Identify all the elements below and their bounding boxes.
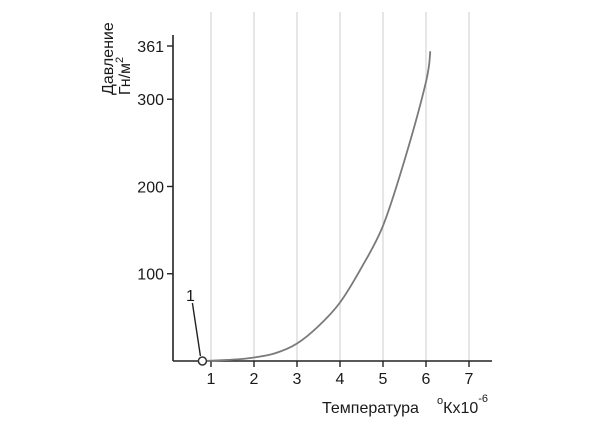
x-axis-unit-body: Кх10 xyxy=(443,400,478,417)
y-axis-title: Давление xyxy=(100,22,117,95)
x-tick-label-3: 3 xyxy=(293,371,302,388)
y-axis-unit: Гн/м2 xyxy=(114,57,134,95)
x-axis-unit-exponent: -6 xyxy=(478,393,488,405)
x-axis-title: Температура xyxy=(322,400,419,417)
x-tick-label-1: 1 xyxy=(207,371,216,388)
grid-lines xyxy=(210,12,470,361)
x-tick-label-5: 5 xyxy=(379,371,388,388)
y-axis-title-line2: Гн/м2 xyxy=(114,57,134,95)
annotation-leader-1 xyxy=(191,302,202,357)
annotations: 1 xyxy=(186,288,208,366)
series xyxy=(202,51,432,362)
series-line-0 xyxy=(202,51,432,362)
y-axis-unit-base: Гн/м xyxy=(117,63,134,95)
x-tick-label-2: 2 xyxy=(250,371,259,388)
y-axis-unit-exponent: 2 xyxy=(114,57,126,63)
x-tick-label-6: 6 xyxy=(422,371,431,388)
axes xyxy=(172,35,492,362)
annotation-marker-1 xyxy=(197,356,208,366)
y-tick-label-200: 200 xyxy=(137,179,164,196)
y-tick-label-100: 100 xyxy=(137,267,164,284)
x-tick-label-4: 4 xyxy=(336,371,345,388)
x-axis-unit: oКх10-6 xyxy=(437,393,488,417)
x-axis-unit-degree: o xyxy=(437,395,443,407)
y-tick-label-361: 361 xyxy=(137,39,164,56)
ticks: 1 2 3 4 5 6 7 100 200 300 361 xyxy=(137,39,473,388)
y-axis-title-line1: Давление xyxy=(100,22,117,95)
x-tick-label-7: 7 xyxy=(465,371,474,388)
y-tick-label-300: 300 xyxy=(137,92,164,109)
annotation-label-1: 1 xyxy=(186,288,195,305)
